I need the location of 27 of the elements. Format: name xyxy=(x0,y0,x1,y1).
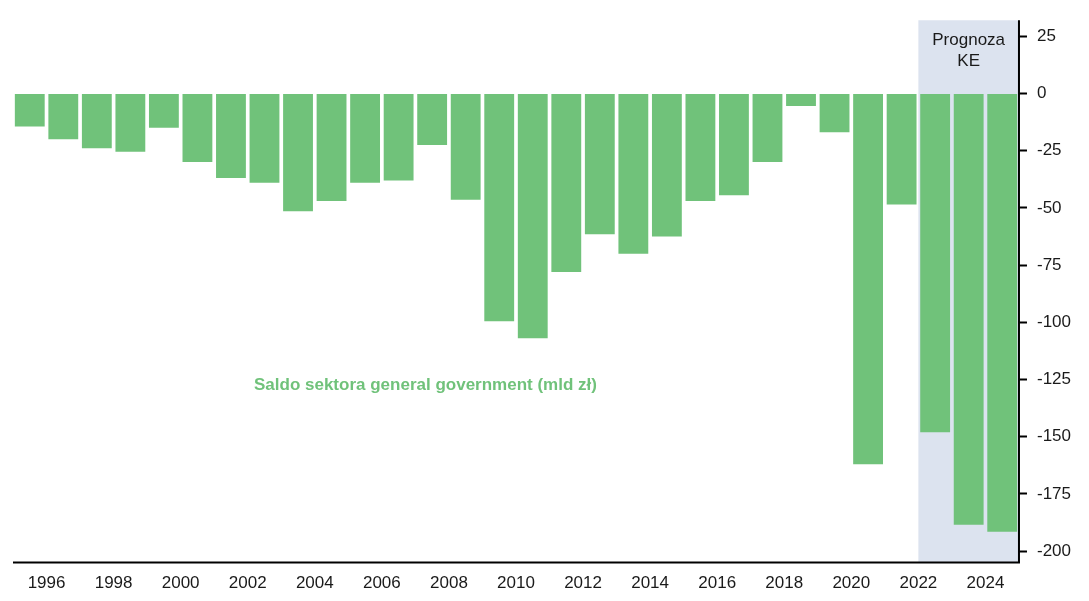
x-tick-label: 2004 xyxy=(295,573,334,593)
x-tick-label: 2016 xyxy=(698,573,737,593)
y-tick-label: 25 xyxy=(1036,25,1056,45)
y-tick-label: -125 xyxy=(1036,369,1072,389)
y-tick-label: -50 xyxy=(1036,197,1062,217)
x-tick-label: 2014 xyxy=(631,573,670,593)
x-tick-label: 2006 xyxy=(362,573,401,593)
y-tick-label: -100 xyxy=(1036,311,1072,331)
y-tick-label: -150 xyxy=(1036,426,1072,446)
x-tick-label: 2002 xyxy=(228,573,267,593)
y-tick-label: -175 xyxy=(1036,483,1072,503)
band-label: Prognoza KE xyxy=(932,30,1006,71)
x-tick-label: 2010 xyxy=(497,573,535,593)
x-tick-label: 2018 xyxy=(765,573,804,593)
y-tick-label: -75 xyxy=(1036,254,1062,274)
x-tick-label: 2020 xyxy=(832,573,871,593)
x-tick-label: 2008 xyxy=(430,573,468,593)
y-tick-label: -200 xyxy=(1036,540,1072,560)
y-tick-label: -25 xyxy=(1036,140,1062,160)
text: Saldo sektora general government (mld zł) xyxy=(253,375,597,395)
x-tick-label: 1998 xyxy=(94,573,133,593)
x-tick-label: 2012 xyxy=(564,573,602,593)
x-tick-label: 2024 xyxy=(966,573,1005,593)
y-tick-label: 0 xyxy=(1036,83,1047,103)
x-tick-label: 1996 xyxy=(27,573,66,593)
x-tick-label: 2022 xyxy=(899,573,938,593)
x-tick-label: 2000 xyxy=(161,573,200,593)
